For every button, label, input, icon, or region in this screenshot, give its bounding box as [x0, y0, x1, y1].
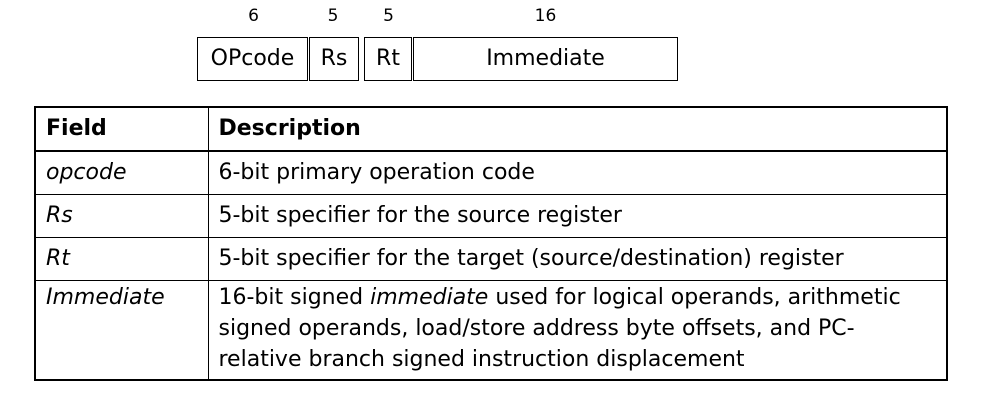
format-field-rs: Rs	[309, 37, 359, 81]
format-field-opcode: OPcode	[197, 37, 308, 81]
table-row: Rt 5-bit specifier for the target (sourc…	[34, 237, 948, 281]
bit-width-opcode: 6	[248, 6, 259, 26]
bit-width-rs: 5	[327, 6, 339, 26]
bit-width-labels: 6 5 5 16	[0, 4, 988, 28]
field-description-rt: 5-bit specifier for the target (source/d…	[207, 237, 948, 281]
format-field-rt: Rt	[364, 37, 412, 81]
table-row: opcode 6-bit primary operation code	[34, 150, 948, 195]
field-description-rs: 5-bit specifier for the source register	[207, 194, 948, 238]
description-text-emphasis: immediate	[370, 285, 489, 310]
description-text-prefix: 16-bit signed	[218, 285, 371, 310]
field-description-table: Field Description opcode 6-bit primary o…	[34, 106, 948, 381]
field-name-opcode: opcode	[34, 150, 209, 195]
field-name-immediate: Immediate	[34, 280, 209, 381]
field-name-rs: Rs	[34, 194, 209, 238]
field-description-immediate: 16-bit signed immediate used for logical…	[207, 280, 948, 381]
format-field-immediate: Immediate	[413, 37, 678, 81]
table-row: Immediate 16-bit signed immediate used f…	[34, 280, 948, 381]
table-row: Rs 5-bit specifier for the source regist…	[34, 194, 948, 238]
field-name-rt: Rt	[34, 237, 209, 281]
instruction-format: OPcode Rs Rt Immediate	[0, 37, 988, 81]
header-field: Field	[34, 106, 209, 152]
header-description: Description	[207, 106, 948, 152]
bit-width-rt: 5	[383, 6, 394, 26]
bit-width-immediate: 16	[534, 6, 557, 26]
field-description-opcode: 6-bit primary operation code	[207, 150, 948, 195]
table-header-row: Field Description	[34, 106, 948, 152]
description-text-suffix: used for logical operands, arithmetic si…	[218, 285, 901, 372]
